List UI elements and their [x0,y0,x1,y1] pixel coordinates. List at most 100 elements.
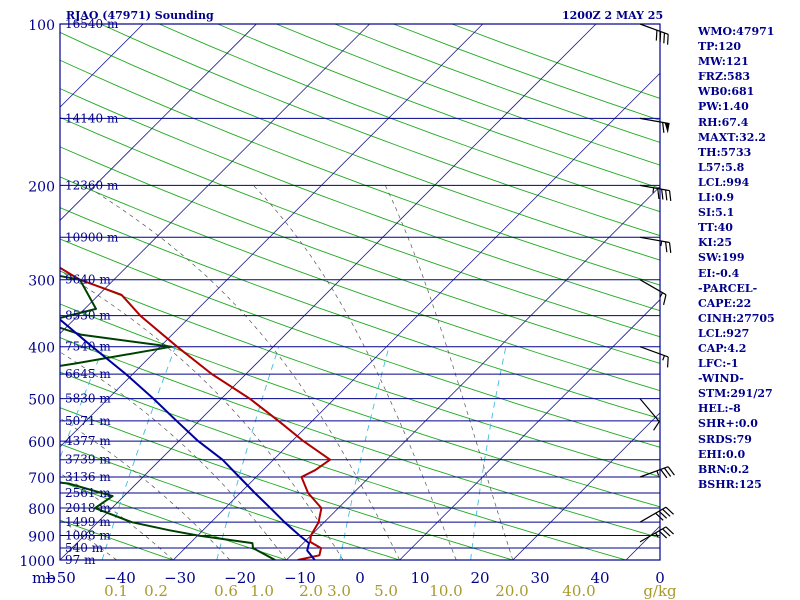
moist-adiabat [60,519,117,560]
index-value: SRDS:79 [698,432,752,446]
pressure-tick-label: 400 [28,341,55,357]
pressure-tick-label: 600 [28,435,55,451]
plot-background [60,24,660,560]
index-value: WMO:47971 [698,25,775,38]
temperature-tick-label: 0 [655,569,665,587]
height-label: 4377 m [65,434,111,448]
dewpoint-line [60,274,276,560]
height-label: 14140 m [65,111,119,125]
pressure-tick-label: 1000 [19,554,55,570]
index-value: SW:199 [698,251,745,265]
index-value: BSHR:125 [698,477,762,491]
wind-barb [639,398,660,431]
height-label: 6645 m [65,367,111,381]
mixing-ratio-label: 3.0 [327,582,351,600]
station-title: RJAO (47971) Sounding [66,9,214,22]
index-value: PW:1.40 [698,100,749,114]
pressure-tick-label: 200 [28,179,55,195]
mixing-ratio-label: 5.0 [374,582,398,600]
height-label: 540 m [65,541,104,555]
index-value: LFC:-1 [698,357,739,371]
pressure-tick-label: 100 [28,18,55,34]
index-value: LCL:927 [698,326,750,340]
index-value: HEL:-8 [698,402,741,416]
isotherm [512,412,660,560]
observation-time: 1200Z 2 MAY 25 [562,9,664,22]
height-label: 10900 m [65,230,119,244]
wind-barb [639,279,667,305]
index-value: SHR+:0.0 [698,417,758,431]
isotherm [172,72,660,560]
index-value: TT:40 [698,221,733,235]
temperature-tick-label: −10 [284,569,316,587]
temperature-tick-label: 40 [590,569,609,587]
height-label: 12360 m [65,178,119,192]
wind-barb [639,236,672,253]
isotherm [60,24,257,221]
index-value: LCL:994 [698,175,750,189]
index-value: EHI:0.0 [698,447,746,461]
temperature-tick-label: −50 [44,569,76,587]
moist-adiabat [85,185,400,560]
index-value: CAP:4.2 [698,341,747,355]
index-value: SI:5.1 [698,206,735,220]
mixing-ratio-label: 10.0 [429,582,462,600]
height-label: 3136 m [65,470,111,484]
wind-barb [639,117,670,134]
parcel-line [60,318,316,560]
index-value: MAXT:32.2 [698,130,766,144]
temperature-tick-label: 10 [410,569,429,587]
wind-barb [639,23,669,45]
mixing-ratio-label: 0.2 [144,582,168,600]
index-value: TP:120 [698,40,742,54]
isotherm [60,24,484,448]
indices-panel: WMO:47971 TP:120 MW:121 FRZ:583 WB0:681 PW:1.… [698,24,800,492]
height-label: 7540 m [65,340,111,354]
height-label: 1008 m [65,528,111,542]
mixing-ratio-unit: g/kg [643,582,677,600]
isotherm [60,24,597,560]
pressure-tick-label: 300 [28,274,55,290]
index-value: L57:5.8 [698,160,745,174]
index-value: KI:25 [698,236,733,250]
isotherm [399,299,660,560]
wind-barb [639,184,672,202]
isotherm [0,24,30,560]
height-label: 3739 m [65,453,111,467]
temperature-tick-label: −30 [164,569,196,587]
plot-frame [59,23,661,561]
mixing-ratio-label: 40.0 [562,582,595,600]
index-value: -PARCEL- [698,281,758,295]
mixing-ratio-label: 0.6 [214,582,238,600]
index-value: LI:0.9 [698,191,735,205]
index-value: CINH:27705 [698,311,775,325]
index-value: TH:5733 [698,145,752,159]
height-label: 1499 m [65,515,111,529]
mixing-ratio-label: 0.1 [104,582,128,600]
wind-barb [639,506,674,523]
mixing-ratio-label: 20.0 [495,582,528,600]
height-label: 16540 m [65,17,119,31]
height-label: 97 m [65,553,96,567]
height-label: 5830 m [65,392,111,406]
mixing-ratio-line [0,347,49,560]
temperature-tick-label: 0 [355,569,365,587]
height-label: 8530 m [65,309,111,323]
temperature-line [60,266,332,560]
index-value: EI:-0.4 [698,266,740,280]
temperature-tick-label: −20 [224,569,256,587]
pressure-tick-label: 700 [28,471,55,487]
temperature-tick-label: 20 [470,569,489,587]
mixing-ratio-label: 2.0 [299,582,323,600]
index-value: BRN:0.2 [698,462,750,476]
index-value: STM:291/27 [698,387,773,401]
moist-adiabat [384,185,514,560]
y-axis-unit: mb [32,569,56,587]
temperature-tick-label: −40 [104,569,136,587]
height-label: 5071 m [65,414,111,428]
moist-adiabat [60,472,174,560]
wind-barb [639,346,669,368]
index-value: MW:121 [698,55,749,69]
pressure-tick-label: 500 [28,393,55,409]
